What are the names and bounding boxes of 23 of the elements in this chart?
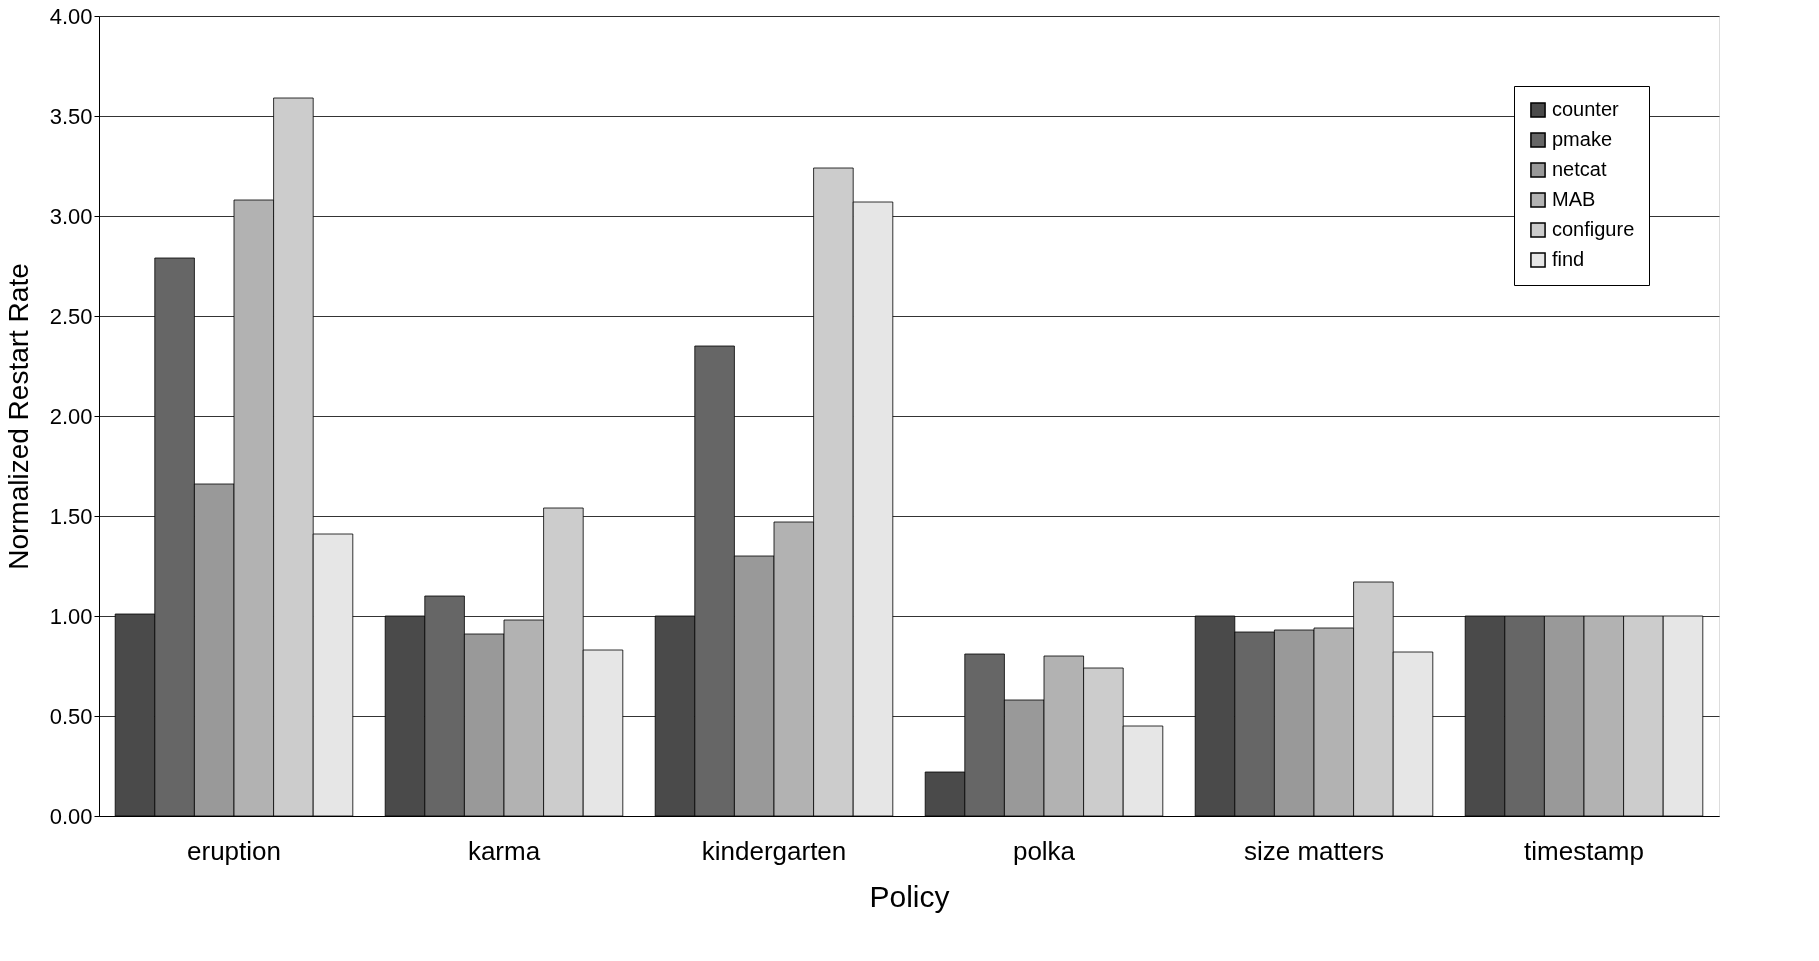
y-tick-label: 1.50 xyxy=(49,503,93,529)
y-tick-label: 0.00 xyxy=(49,803,93,829)
legend-label: netcat xyxy=(1552,158,1607,180)
x-tick-label: timestamp xyxy=(1524,835,1644,866)
x-tick-label: kindergarten xyxy=(701,835,847,866)
legend-label: counter xyxy=(1552,98,1620,120)
legend-label: pmake xyxy=(1552,128,1613,150)
legend-label: configure xyxy=(1552,218,1635,240)
x-tick-label: size matters xyxy=(1243,835,1385,866)
y-tick-label: 2.00 xyxy=(49,403,93,429)
x-axis-title: Policy xyxy=(869,879,950,913)
x-tick-label: polka xyxy=(1012,835,1076,866)
y-axis-title: Normalized Restart Rate xyxy=(2,263,34,570)
y-tick-label: 0.50 xyxy=(49,703,93,729)
y-tick-label: 4.00 xyxy=(49,3,93,29)
y-tick-label: 3.00 xyxy=(49,203,93,229)
y-tick-label: 2.50 xyxy=(49,303,93,329)
legend-label: MAB xyxy=(1552,188,1596,210)
x-tick-label: eruption xyxy=(187,835,281,866)
y-tick-label: 1.00 xyxy=(49,603,93,629)
x-tick-label: karma xyxy=(467,835,541,866)
legend-label: find xyxy=(1552,248,1585,270)
y-tick-label: 3.50 xyxy=(49,103,93,129)
